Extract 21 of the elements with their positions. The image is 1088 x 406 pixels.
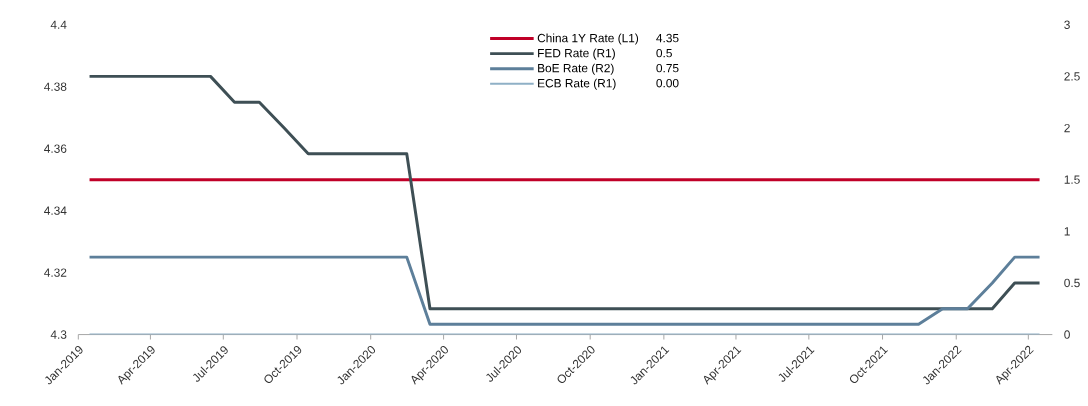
annotation: 0.5 xyxy=(656,48,672,58)
y-tick-label: 4.34 xyxy=(44,206,67,215)
y-tick-label: 4.4 xyxy=(50,20,67,29)
y-tick-label: 4.36 xyxy=(44,144,67,153)
y2-tick-label: 0.5 xyxy=(1064,278,1080,288)
y2-tick-label: 2.5 xyxy=(1064,72,1080,81)
y2-tick-label: 0 xyxy=(1064,330,1070,339)
legend-label: China 1Y Rate (L1) xyxy=(537,33,639,45)
annotation: 0.75 xyxy=(656,64,679,73)
annotation: 4.35 xyxy=(656,33,679,43)
annotation: 0.00 xyxy=(656,79,679,88)
y-tick-label: 4.38 xyxy=(44,82,67,91)
legend-label: FED Rate (R1) xyxy=(538,48,615,60)
y2-tick-label: 3 xyxy=(1064,20,1070,30)
y-tick-label: 4.3 xyxy=(50,330,67,339)
legend-label: BoE Rate (R2) xyxy=(538,63,614,75)
y2-tick-label: 2 xyxy=(1064,123,1070,133)
legend-label: ECB Rate (R1) xyxy=(538,78,616,90)
y2-tick-label: 1.5 xyxy=(1064,175,1080,184)
y2-tick-label: 1 xyxy=(1064,227,1070,236)
y-tick-label: 4.32 xyxy=(44,268,67,277)
